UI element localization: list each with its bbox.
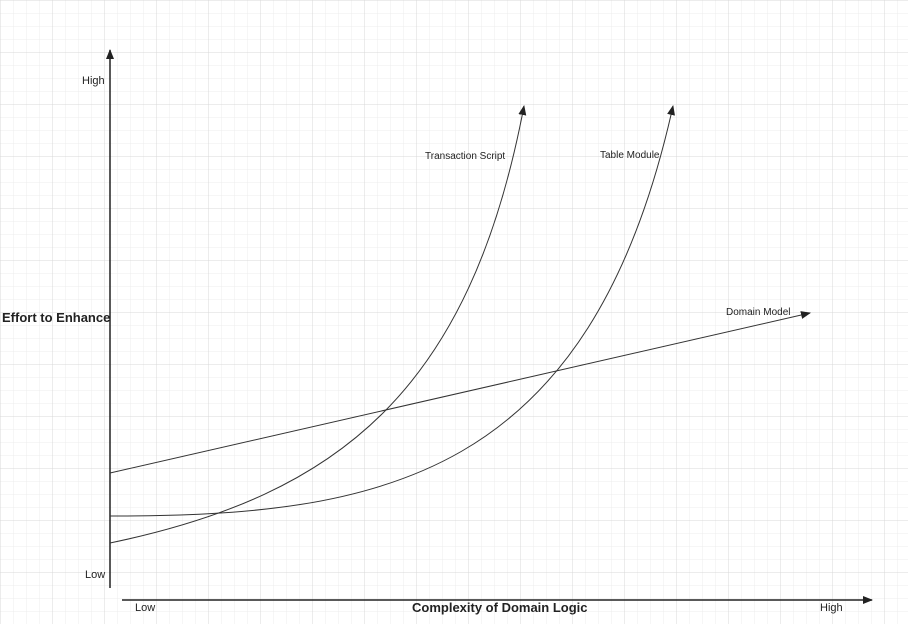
y-high-label: High [82, 75, 105, 87]
x-high-label: High [820, 602, 843, 614]
y-axis-title: Effort to Enhance [2, 310, 110, 325]
domain-model-label: Domain Model [726, 307, 790, 318]
transaction-script-curve [109, 105, 527, 544]
table-module-label: Table Module [600, 150, 660, 161]
x-low-label: Low [135, 602, 155, 614]
table-module-curve [109, 105, 675, 517]
y-low-label: Low [85, 569, 105, 581]
domain-model-line [109, 311, 811, 474]
transaction-script-label: Transaction Script [425, 151, 505, 162]
x-axis-title: Complexity of Domain Logic [412, 600, 588, 615]
